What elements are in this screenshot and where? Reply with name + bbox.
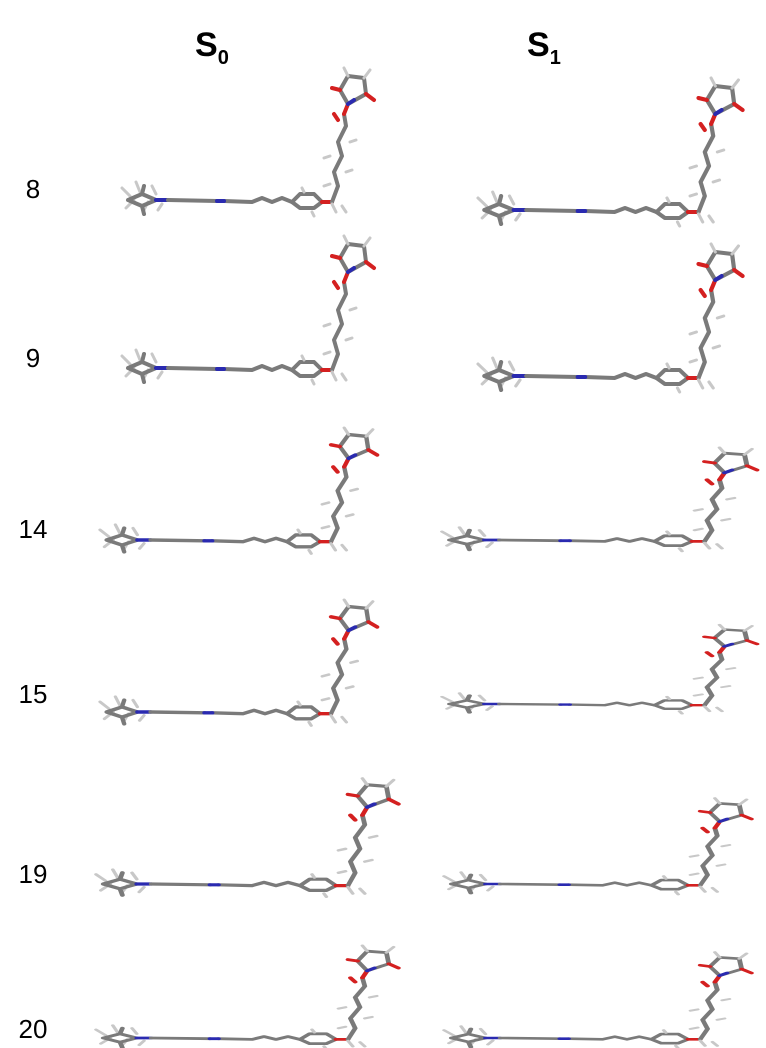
row-label: 15	[19, 679, 48, 709]
molecule	[444, 952, 751, 1048]
column-header: S0	[195, 26, 229, 69]
molecule	[442, 448, 757, 552]
molecule	[442, 625, 757, 714]
molecule	[96, 778, 398, 896]
row-label: 14	[19, 514, 48, 544]
column-header: S1	[527, 26, 561, 69]
header-symbol: S	[527, 26, 550, 64]
row-label: 19	[19, 859, 48, 889]
row-label: 20	[19, 1014, 48, 1044]
row-label: 9	[26, 343, 40, 373]
molecule	[120, 234, 376, 386]
header-subscript: 1	[550, 47, 561, 69]
row-label: 8	[26, 174, 40, 204]
molecule	[478, 78, 743, 226]
molecule	[96, 946, 398, 1048]
header-symbol: S	[195, 26, 218, 64]
molecule	[444, 798, 751, 894]
molecule	[100, 428, 377, 554]
molecule	[100, 600, 377, 726]
molecule	[478, 244, 743, 392]
header-subscript: 0	[218, 47, 229, 69]
molecule	[120, 66, 376, 218]
